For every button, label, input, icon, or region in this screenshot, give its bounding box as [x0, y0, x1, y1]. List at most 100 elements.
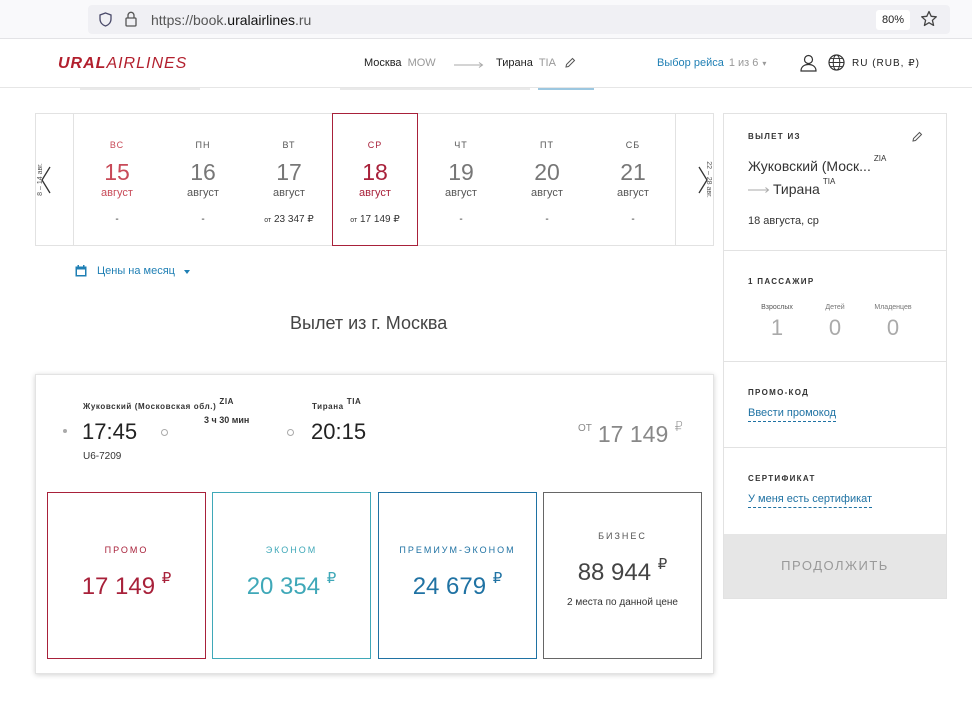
- booking-summary-panel: ВЫЛЕТ ИЗ Жуковский (Моск... ZIA Тирана TIA…: [723, 113, 947, 599]
- next-week-button[interactable]: 22 – 28 авг.: [675, 114, 713, 245]
- fare-price: 17 149 ₽: [81, 570, 172, 600]
- promo-section: ПРОМО-КОД Ввести промокод: [724, 362, 946, 448]
- date-cell-selected[interactable]: СР 18 август от 17 149 ₽: [332, 113, 418, 246]
- day-number: 16: [190, 159, 216, 185]
- fare-name: ПРОМО: [104, 545, 149, 555]
- edit-pencil-icon[interactable]: [911, 131, 923, 143]
- arrow-right-icon: [454, 62, 484, 68]
- route-from-code: MOW: [407, 57, 436, 69]
- month-prices-link[interactable]: Цены на месяц: [97, 265, 175, 277]
- edit-route-pencil-icon[interactable]: [564, 57, 576, 69]
- fare-price: 20 354 ₽: [246, 570, 337, 600]
- chevron-left-icon: [41, 166, 51, 194]
- flight-number: U6-7209: [83, 451, 122, 462]
- certificate-heading: СЕРТИФИКАТ: [748, 474, 816, 483]
- flight-min-price: ОТ 17 149 ₽: [578, 419, 683, 447]
- globe-icon[interactable]: [828, 54, 845, 71]
- day-of-week: СБ: [625, 140, 641, 150]
- fare-business[interactable]: БИЗНЕС 88 944 ₽ 2 места по данной цене: [543, 492, 702, 659]
- adults-label: Взрослых: [761, 304, 793, 311]
- fare-price: 24 679 ₽: [412, 570, 503, 600]
- departure-title: Вылет из г. Москва: [290, 313, 448, 333]
- ural-airlines-logo[interactable]: URALAIRLINES: [58, 55, 188, 72]
- summary-to-city: Тирана TIA: [773, 177, 836, 197]
- arrival-time: 20:15: [311, 419, 367, 444]
- passengers-heading: 1 ПАССАЖИР: [748, 277, 815, 286]
- certificate-link[interactable]: У меня есть сертификат: [748, 493, 873, 508]
- day-number: 21: [620, 159, 646, 185]
- route-from-city: Москва: [364, 57, 402, 69]
- day-number: 20: [534, 159, 560, 185]
- infants-value: 0: [886, 315, 900, 340]
- flight-select-dropdown[interactable]: Выбор рейса 1 из 6 ▾: [657, 57, 767, 69]
- lock-icon[interactable]: [125, 11, 137, 27]
- caret-down-icon[interactable]: [184, 270, 190, 274]
- passengers-summary: 1 ПАССАЖИР: [724, 251, 946, 362]
- fare-economy[interactable]: ЭКОНОМ 20 354 ₽: [212, 492, 371, 659]
- day-month: август: [359, 187, 391, 199]
- day-of-week: ПН: [195, 140, 211, 150]
- enter-promo-link[interactable]: Ввести промокод: [748, 407, 837, 422]
- fare-name: БИЗНЕС: [598, 531, 647, 541]
- day-price: -: [201, 214, 205, 225]
- day-of-week: СР: [367, 140, 383, 150]
- children-value: 0: [828, 315, 842, 340]
- fare-promo[interactable]: ПРОМО 17 149 ₽: [47, 492, 206, 659]
- fare-price: 88 944 ₽: [577, 556, 668, 586]
- prev-week-range: 8 – 14 авг.: [36, 163, 44, 196]
- timeline-ring: [287, 429, 294, 436]
- date-cell[interactable]: ВТ 17 август от 23 347 ₽: [246, 114, 332, 245]
- date-cell[interactable]: ПН 16 август -: [160, 114, 246, 245]
- day-number: 17: [276, 159, 302, 185]
- flight-from-city: Жуковский (Московская обл.)ZIA: [83, 397, 235, 411]
- zoom-level-badge[interactable]: 80%: [876, 10, 910, 30]
- day-month: август: [101, 187, 133, 199]
- user-icon[interactable]: [800, 54, 817, 72]
- bookmark-star-icon[interactable]: [920, 10, 938, 28]
- address-bar[interactable]: https://book.uralairlines.ru 80%: [88, 5, 950, 34]
- chevron-right-icon: [698, 166, 708, 194]
- chevron-down-icon: ▾: [762, 59, 767, 68]
- children-count[interactable]: Детей 0: [805, 304, 865, 341]
- day-number: 19: [448, 159, 474, 185]
- day-of-week: ЧТ: [454, 140, 468, 150]
- progress-strip: [0, 88, 972, 94]
- timeline-dot: [63, 429, 67, 433]
- day-month: август: [273, 187, 305, 199]
- date-cell[interactable]: СБ 21 август -: [590, 114, 676, 245]
- route-to-city: Тирана: [496, 57, 533, 69]
- adults-count[interactable]: Взрослых 1: [747, 304, 807, 341]
- site-header: URALAIRLINES Москва MOW Тирана TIA Выбор р…: [0, 40, 972, 88]
- day-price: -: [115, 214, 119, 225]
- flight-duration: 3 ч 30 мин: [204, 415, 250, 425]
- day-of-week: ПТ: [540, 140, 554, 150]
- route-to[interactable]: Тирана TIA: [496, 57, 556, 69]
- url-text[interactable]: https://book.uralairlines.ru: [151, 12, 312, 28]
- infants-label: Младенцев: [874, 304, 912, 311]
- route-to-code: TIA: [538, 57, 556, 69]
- date-cell[interactable]: ВС 15 август -: [74, 114, 160, 245]
- summary-date: 18 августа, ср: [748, 215, 819, 227]
- day-of-week: ВТ: [282, 140, 296, 150]
- continue-button[interactable]: ПРОДОЛЖИТЬ: [724, 534, 946, 598]
- fare-name: ЭКОНОМ: [265, 545, 318, 555]
- route-from[interactable]: Москва MOW: [364, 57, 436, 69]
- departure-time: 17:45: [82, 419, 138, 444]
- date-strip: 8 – 14 авг. ВС 15 август - ПН 16 август …: [35, 113, 714, 246]
- promo-heading: ПРОМО-КОД: [748, 388, 810, 397]
- calendar-icon[interactable]: [75, 265, 87, 277]
- timeline-ring: [161, 429, 168, 436]
- shield-icon[interactable]: [99, 12, 112, 27]
- day-month: август: [531, 187, 563, 199]
- children-label: Детей: [825, 304, 845, 311]
- infants-count[interactable]: Младенцев 0: [863, 304, 923, 341]
- language-currency-selector[interactable]: RU (RUB, ₽): [852, 58, 920, 69]
- date-cell[interactable]: ЧТ 19 август -: [418, 114, 504, 245]
- summary-from-city: Жуковский (Моск... ZIA: [748, 154, 887, 174]
- prev-week-button[interactable]: 8 – 14 авг.: [36, 114, 74, 245]
- fare-seats-note: 2 места по данной цене: [567, 597, 678, 608]
- fare-premium-economy[interactable]: ПРЕМИУМ-ЭКОНОМ 24 679 ₽: [378, 492, 537, 659]
- day-price: -: [631, 214, 635, 225]
- date-cell[interactable]: ПТ 20 август -: [504, 114, 590, 245]
- day-price: от 17 149 ₽: [350, 214, 400, 225]
